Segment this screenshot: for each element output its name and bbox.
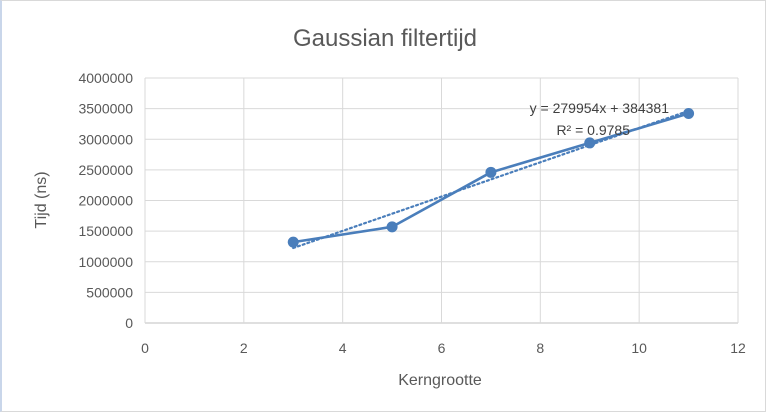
y-tick-label: 3000000	[78, 131, 133, 147]
data-point	[287, 236, 299, 248]
y-tick-label: 500000	[86, 284, 133, 300]
data-point	[386, 221, 398, 233]
x-tick-label: 6	[438, 340, 446, 356]
x-tick-label: 12	[730, 340, 746, 356]
trendline-group	[292, 109, 690, 250]
y-axis-label: Tijd (ns)	[33, 171, 50, 228]
series-group	[287, 108, 695, 248]
x-axis-label: Kerngrootte	[398, 372, 482, 389]
x-tick-label: 2	[240, 340, 248, 356]
x-tick-label: 4	[339, 340, 347, 356]
data-point	[683, 108, 695, 120]
y-tick-label: 2500000	[78, 162, 133, 178]
y-tick-labels: 0 500000 1000000 1500000 2000000 2500000 30000…	[78, 70, 133, 331]
trendline	[292, 109, 690, 250]
x-tick-label: 0	[141, 340, 149, 356]
y-tick-label: 4000000	[78, 70, 133, 86]
y-tick-label: 0	[125, 315, 133, 331]
y-tick-label: 1000000	[78, 254, 133, 270]
x-tick-label: 8	[536, 340, 544, 356]
data-point	[485, 166, 497, 178]
data-point	[584, 137, 596, 149]
y-tick-label: 1500000	[78, 223, 133, 239]
trendline-equation: y = 279954x + 384381	[530, 100, 670, 116]
y-tick-label: 2000000	[78, 193, 133, 209]
trendline-r-squared: R² = 0.9785	[556, 122, 630, 138]
x-tick-labels: 0 2 4 6 8 10 12	[141, 340, 746, 356]
y-tick-label: 3500000	[78, 101, 133, 117]
x-tick-label: 10	[631, 340, 647, 356]
chart-title: Gaussian filtertijd	[293, 25, 477, 52]
